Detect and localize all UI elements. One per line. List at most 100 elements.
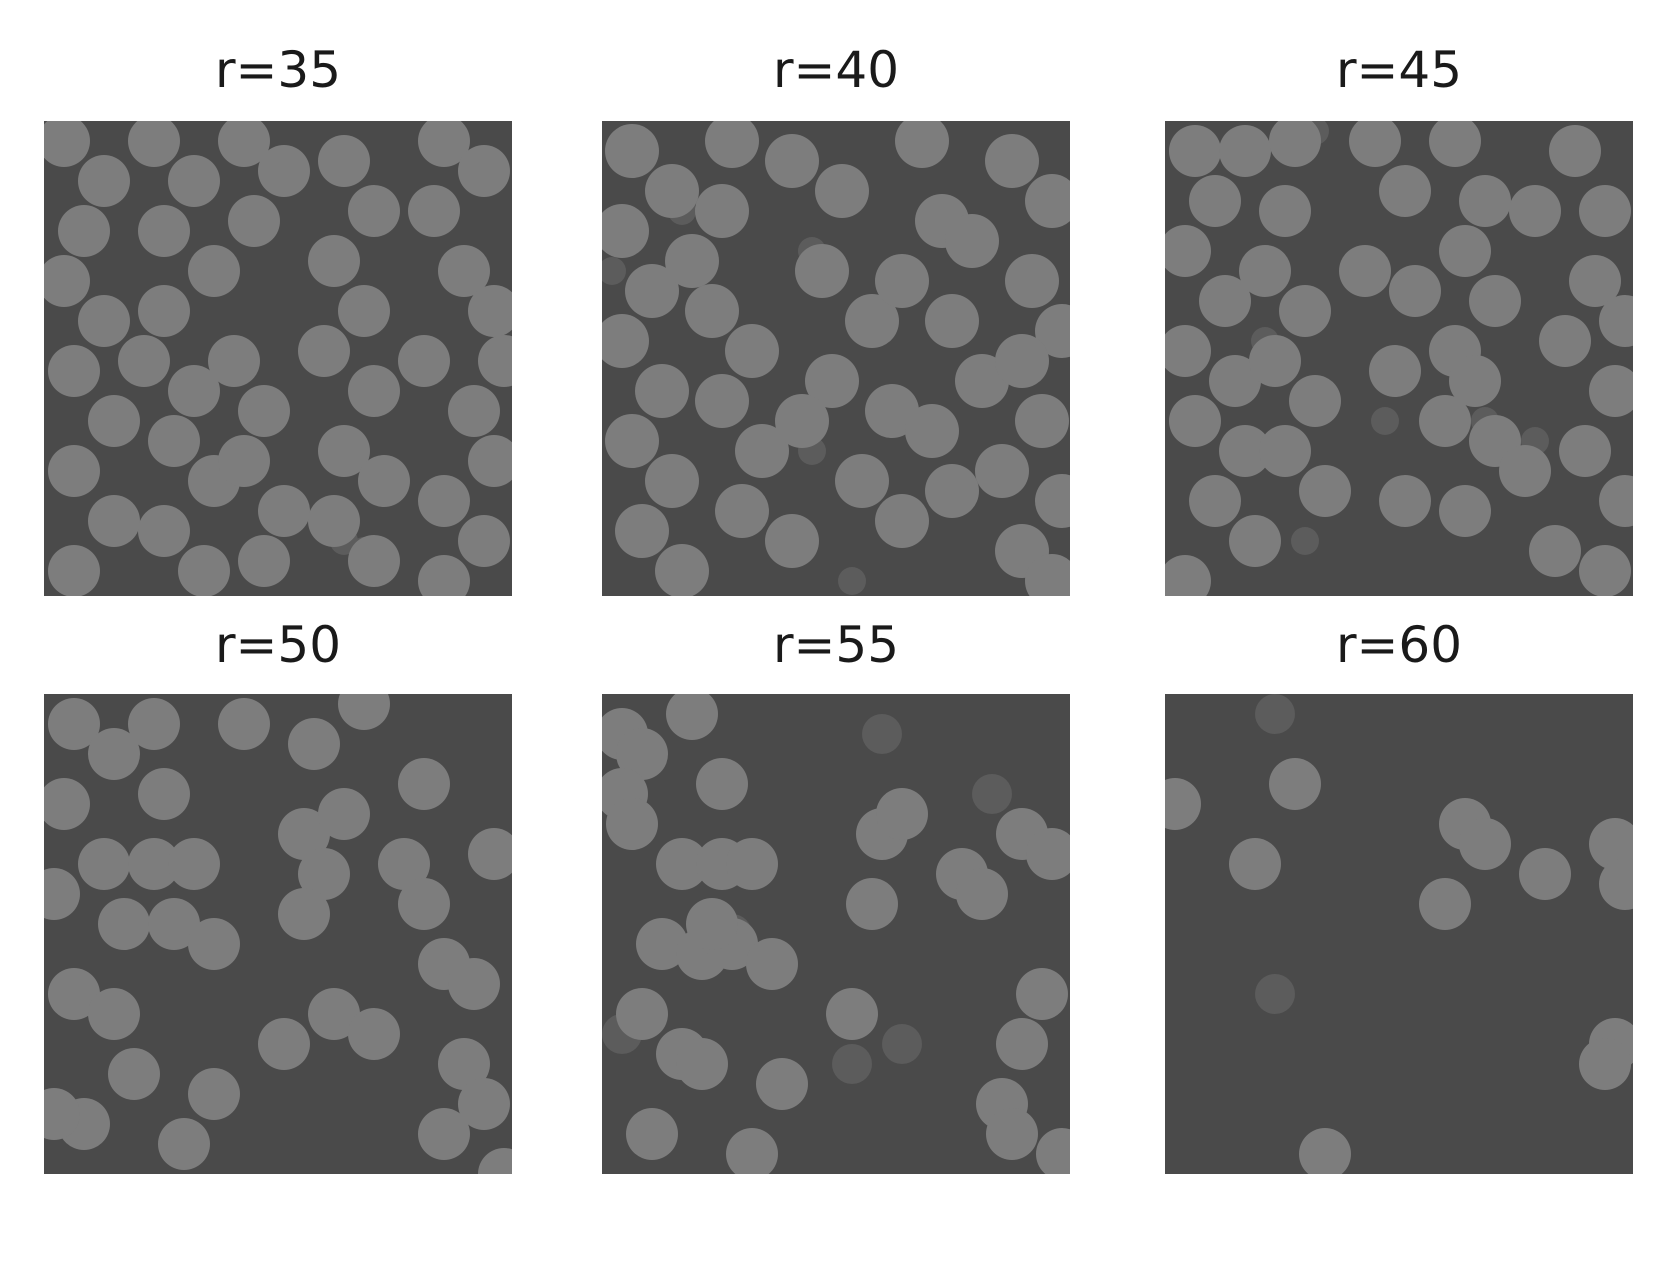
blob	[48, 445, 100, 497]
blob	[338, 285, 390, 337]
blob	[1599, 475, 1633, 527]
blob	[645, 454, 699, 508]
blob	[138, 768, 190, 820]
faint-blob	[1255, 694, 1295, 734]
blob	[1469, 275, 1521, 327]
blob	[1259, 185, 1311, 237]
blob	[925, 294, 979, 348]
blob	[616, 988, 668, 1040]
faint-blob	[1255, 974, 1295, 1014]
blob	[875, 494, 929, 548]
blob	[1025, 554, 1070, 596]
blob	[1349, 121, 1401, 167]
blob	[602, 204, 649, 258]
blob	[48, 968, 100, 1020]
blob	[1459, 818, 1511, 870]
blob	[128, 838, 180, 890]
blob	[655, 544, 709, 596]
blob	[188, 1068, 240, 1120]
blob	[258, 485, 310, 537]
blob	[178, 545, 230, 596]
blob	[645, 164, 699, 218]
blob	[1165, 325, 1211, 377]
blob	[128, 121, 180, 167]
blob	[826, 988, 878, 1040]
blob	[985, 134, 1039, 188]
blob	[298, 325, 350, 377]
blob	[695, 374, 749, 428]
blob	[138, 505, 190, 557]
blob	[756, 1058, 808, 1110]
blob	[108, 1048, 160, 1100]
blob	[88, 988, 140, 1040]
blob	[805, 354, 859, 408]
blob	[735, 424, 789, 478]
blob	[995, 334, 1049, 388]
blob	[148, 415, 200, 467]
panel-title-r50: r=50	[214, 616, 342, 674]
blob	[438, 1038, 490, 1090]
faint-blob	[602, 257, 626, 285]
blob	[1499, 445, 1551, 497]
blob	[696, 758, 748, 810]
blob	[666, 694, 718, 740]
blob	[795, 244, 849, 298]
blob	[218, 435, 270, 487]
blob	[1189, 175, 1241, 227]
blob	[1339, 245, 1391, 297]
blob	[876, 788, 928, 840]
blob	[478, 335, 512, 387]
blob	[278, 808, 330, 860]
blob	[695, 184, 749, 238]
blob	[398, 878, 450, 930]
blob	[895, 121, 949, 168]
faint-blob	[862, 714, 902, 754]
blob	[1259, 425, 1311, 477]
blob	[88, 728, 140, 780]
blob	[48, 698, 100, 750]
blob	[1189, 475, 1241, 527]
blob	[1016, 968, 1068, 1020]
blob	[188, 918, 240, 970]
blob	[338, 694, 390, 730]
blob	[1165, 555, 1211, 596]
blob	[865, 384, 919, 438]
blob	[458, 145, 510, 197]
panel-title-r60: r=60	[1335, 616, 1463, 674]
blob	[1379, 165, 1431, 217]
blob	[715, 484, 769, 538]
panel-title-r40: r=40	[772, 41, 900, 99]
blob	[418, 475, 470, 527]
faint-blob	[1371, 407, 1399, 435]
blob	[398, 758, 450, 810]
blob	[1026, 828, 1070, 880]
blob	[705, 121, 759, 168]
faint-blob	[1291, 527, 1319, 555]
blob	[168, 365, 220, 417]
blob	[975, 444, 1029, 498]
blob	[626, 1108, 678, 1160]
blob	[168, 838, 220, 890]
blob	[1579, 1038, 1631, 1090]
blob	[676, 1038, 728, 1090]
blob	[765, 134, 819, 188]
blob	[1579, 545, 1631, 596]
blob	[1519, 848, 1571, 900]
faint-blob	[972, 774, 1012, 814]
blob	[98, 898, 150, 950]
blob	[1439, 225, 1491, 277]
blob	[298, 848, 350, 900]
blob	[448, 958, 500, 1010]
blob	[1229, 838, 1281, 890]
blob	[945, 214, 999, 268]
blob	[448, 385, 500, 437]
blob	[44, 255, 90, 307]
blob	[1299, 1128, 1351, 1174]
blob	[616, 728, 668, 780]
blob	[458, 515, 510, 567]
blob	[118, 335, 170, 387]
blob	[905, 404, 959, 458]
blob	[996, 1018, 1048, 1070]
blob	[468, 828, 512, 880]
blob	[1199, 275, 1251, 327]
